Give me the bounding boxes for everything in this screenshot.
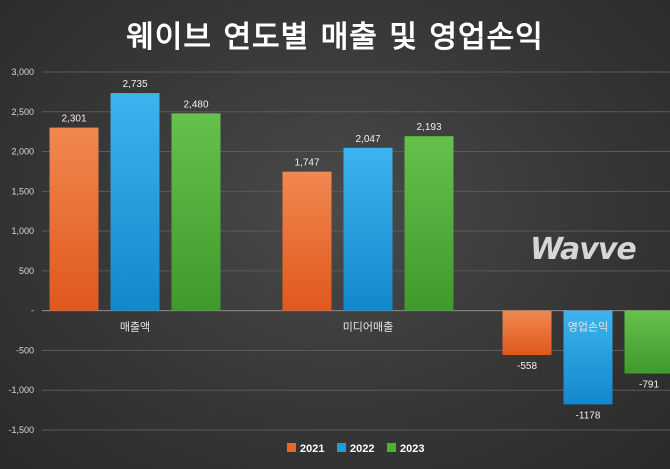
chart-title: 웨이브 연도별 매출 및 영업손익 (126, 20, 544, 55)
bar-2022 (563, 310, 613, 405)
category-label: 미디어매출 (343, 321, 394, 334)
bar-2022 (110, 93, 160, 311)
data-label: 2,193 (416, 122, 441, 133)
data-label: 2,735 (122, 79, 147, 90)
legend-swatch-2023 (387, 443, 396, 452)
data-label: 2,047 (355, 134, 380, 145)
data-label: -791 (639, 380, 659, 391)
y-tick-label: 1,500 (11, 186, 34, 196)
data-label: -558 (517, 361, 537, 372)
y-axis: -1,500-1,000-500-5001,0001,5002,0002,500… (8, 67, 34, 435)
y-tick-label: -1,000 (8, 385, 34, 395)
data-labels: 2,301 2,735 2,480 1,747 2,047 2,193 -558 -1178 -… (61, 79, 659, 421)
data-label: 1,747 (294, 158, 319, 169)
legend-label: 2021 (300, 443, 324, 455)
data-label: -1178 (576, 410, 601, 421)
y-tick-label: 2,500 (11, 107, 34, 117)
bar-2023 (404, 136, 454, 311)
bar-2021 (502, 310, 552, 356)
category-label: 매출액 (120, 321, 150, 334)
data-label: 2,301 (61, 114, 86, 125)
data-label: 2,480 (183, 99, 208, 110)
y-tick-label: 1,000 (11, 226, 34, 236)
category-label: 영업손익 (568, 321, 608, 334)
y-tick-label: 500 (19, 266, 34, 276)
y-tick-label: 2,000 (11, 147, 34, 157)
wavve-logo: Wavve (530, 232, 637, 267)
legend-swatch-2021 (287, 443, 296, 452)
legend-label: 2022 (350, 443, 374, 455)
legend-label: 2023 (400, 443, 424, 455)
bar-2021 (49, 127, 99, 311)
y-tick-label: -1,500 (8, 425, 34, 435)
legend: 2021 2022 2023 (287, 443, 424, 455)
bar-2023 (624, 310, 670, 374)
category-labels: 매출액 미디어매출 영업손익 (120, 321, 608, 334)
bars (49, 93, 670, 405)
bar-2023 (171, 113, 221, 311)
y-tick-label: -500 (16, 345, 34, 355)
bar-2022 (343, 147, 393, 311)
y-tick-label: - (31, 306, 34, 316)
legend-swatch-2022 (337, 443, 346, 452)
y-tick-label: 3,000 (11, 67, 34, 77)
bar-2021 (282, 171, 332, 311)
